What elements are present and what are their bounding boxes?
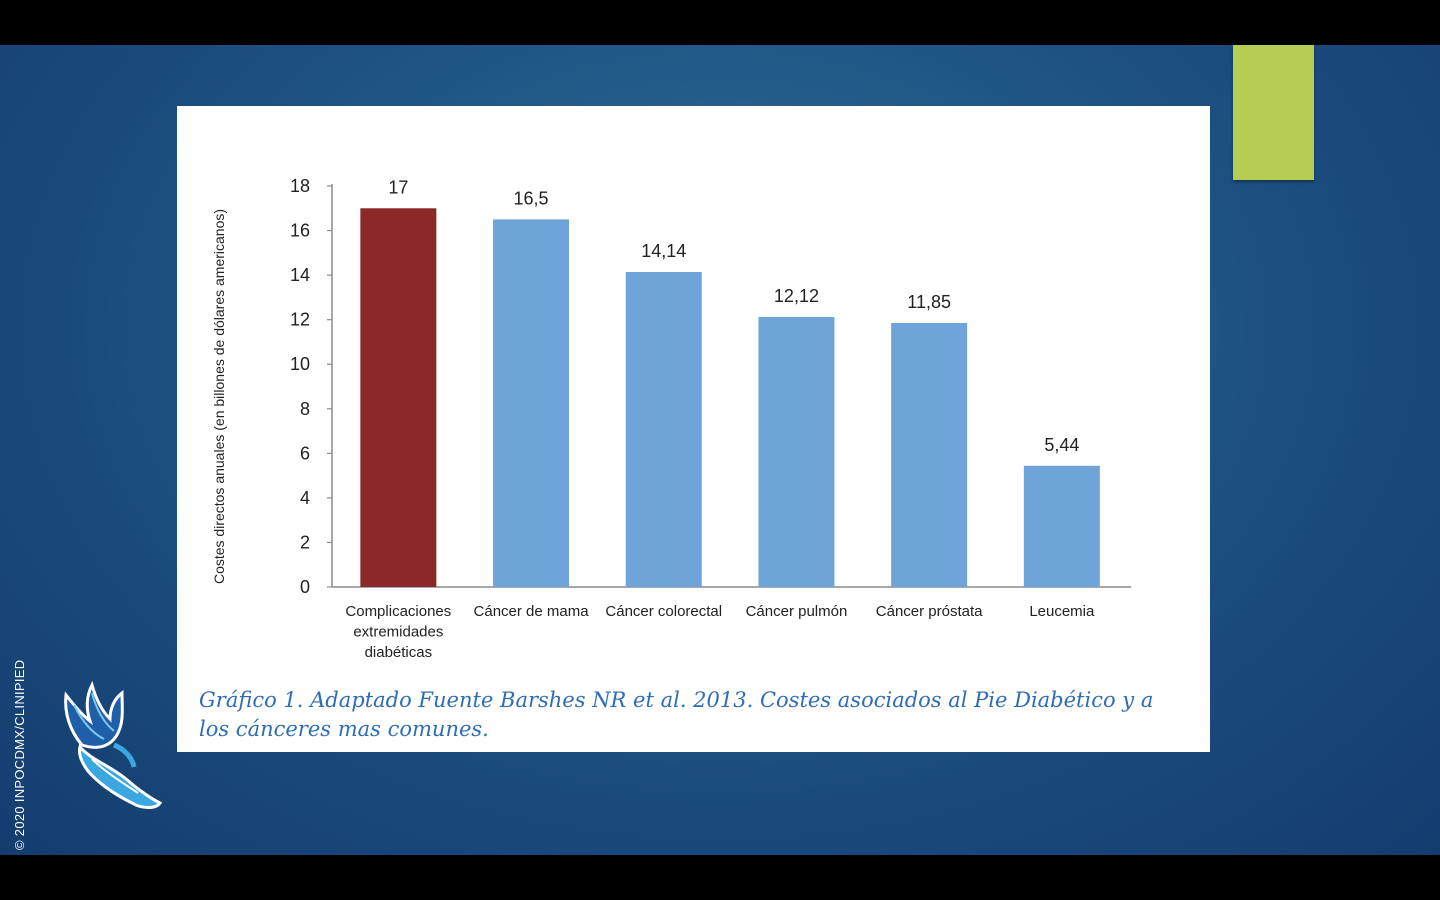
slide: 0 2 4 6 8 10 12 14 16 18 Costes directos anuales (… (0, 45, 1440, 855)
x-tick-label-line: Cáncer de mama (474, 603, 590, 620)
y-tick-label: 12 (290, 310, 310, 330)
y-tick-label: 14 (290, 265, 310, 285)
x-tick-label: Cáncer pulmón (746, 603, 848, 620)
y-tick-label: 6 (300, 443, 310, 463)
x-tick-label-line: extremidades (353, 624, 443, 641)
data-label: 16,5 (514, 188, 549, 208)
x-tick-label-line: Cáncer próstata (876, 603, 983, 620)
bar (625, 271, 702, 587)
x-tick-label: Complicaciones extremidades diabéticas (345, 603, 451, 661)
y-tick-label: 0 (300, 577, 310, 597)
x-tick-label-line: Cáncer pulmón (746, 603, 848, 620)
x-tick-label: Cáncer colorectal (605, 603, 722, 620)
figure-caption: Gráfico 1. Adaptado Fuente Barshes NR et… (199, 688, 1154, 741)
x-tick-label-line: Complicaciones (345, 603, 451, 620)
accent-block (1233, 45, 1314, 180)
bar-chart: 0 2 4 6 8 10 12 14 16 18 Costes directos anuales (… (211, 176, 1132, 661)
bar (1023, 465, 1100, 587)
y-axis-label: Costes directos anuales (en billones de … (211, 209, 227, 584)
x-tick-label-line: Leucemia (1029, 603, 1095, 620)
bar (493, 219, 570, 587)
data-label: 5,44 (1044, 435, 1079, 455)
data-label: 11,85 (907, 292, 951, 312)
x-tick-label: Cáncer de mama (474, 603, 590, 620)
data-label: 17 (388, 177, 408, 197)
y-tick-label: 10 (290, 354, 310, 374)
y-tick-label: 4 (300, 488, 310, 508)
bar (360, 208, 437, 587)
y-tick-label: 8 (300, 399, 310, 419)
x-tick-label-line: diabéticas (365, 644, 433, 661)
bar (758, 316, 835, 587)
chart-panel: 0 2 4 6 8 10 12 14 16 18 Costes directos anuales (… (177, 106, 1210, 752)
data-label: 14,14 (641, 241, 686, 261)
bar (891, 323, 968, 587)
x-tick-label: Cáncer próstata (876, 603, 983, 620)
y-tick-label: 2 (300, 532, 310, 552)
y-tick-label: 18 (290, 176, 310, 196)
copyright-text: © 2020 INPOCDMX/CLINIPIED (12, 659, 27, 850)
x-tick-label-line: Cáncer colorectal (605, 603, 722, 620)
data-label: 12,12 (774, 286, 819, 306)
y-tick-label: 16 (290, 221, 310, 241)
winged-foot-icon (64, 680, 163, 809)
x-tick-label: Leucemia (1029, 603, 1095, 620)
